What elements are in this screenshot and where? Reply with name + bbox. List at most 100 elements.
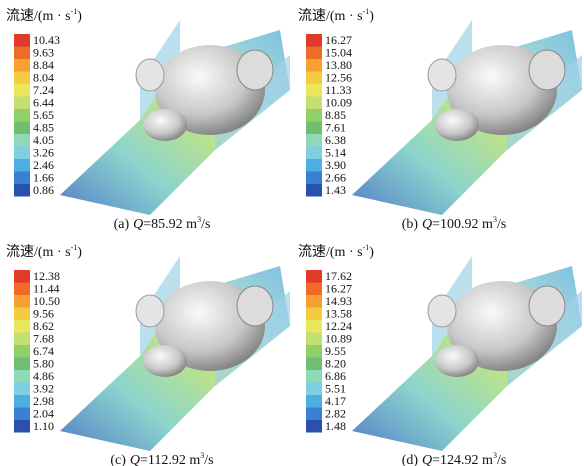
caption-unit: /s (204, 453, 213, 466)
caption-label: (c) (110, 453, 126, 466)
colorbar-swatch (306, 184, 322, 197)
legend-title: 流速/(m · s-1) (6, 243, 82, 260)
colorbar-swatch (306, 47, 322, 60)
colorbar-swatch (14, 184, 30, 197)
pipe (136, 59, 164, 91)
legend-title-end: ) (369, 245, 374, 260)
legend-title-sup: -1 (363, 7, 370, 16)
legend-title: 流速/(m · s-1) (298, 243, 374, 260)
pipe (529, 50, 565, 90)
colorbar-swatch (306, 295, 322, 308)
colorbar-swatch (14, 420, 30, 433)
colorbar-swatch (14, 370, 30, 383)
colorbar-swatch (14, 72, 30, 85)
legend-title-sup: -1 (71, 7, 78, 16)
colorbar-swatch (306, 283, 322, 296)
colorbar-swatch (14, 295, 30, 308)
colorbar-swatch (14, 172, 30, 185)
colorbar-swatch (14, 84, 30, 97)
legend-title: 流速/(m · s-1) (6, 7, 82, 24)
caption-label: (b) (402, 217, 419, 232)
flow-illustration (352, 256, 582, 451)
colorbar-swatch (306, 358, 322, 371)
colorbar-swatch (306, 333, 322, 346)
caption-value: =85.92 m (143, 217, 197, 232)
colorbar-label: 1.48 (325, 419, 346, 433)
flow-illustration (352, 20, 582, 215)
legend-title-sup: -1 (363, 243, 370, 252)
colorbar-swatch (306, 172, 322, 185)
colorbar-swatch (14, 97, 30, 110)
colorbar-swatch (306, 34, 322, 47)
caption-symbol: Q (133, 217, 143, 232)
colorbar-swatch (14, 47, 30, 60)
turbine-hub (143, 345, 187, 377)
colorbar-swatch (14, 408, 30, 421)
colorbar-swatch (14, 122, 30, 135)
caption-unit: /s (497, 453, 506, 466)
flow-illustration (60, 20, 290, 215)
colorbar-swatch (14, 308, 30, 321)
colorbar-label: 1.10 (33, 419, 54, 433)
caption-value: =100.92 m (432, 217, 493, 232)
colorbar-swatch (14, 159, 30, 172)
colorbar-swatch (306, 134, 322, 147)
panel: 流速/(m · s-1)10.439.638.848.047.246.445.6… (6, 7, 290, 232)
colorbar-swatch (306, 59, 322, 72)
colorbar-swatch (14, 283, 30, 296)
legend-title-text: 流速/(m · s (6, 8, 71, 24)
colorbar-swatch (14, 59, 30, 72)
pipe (428, 295, 456, 327)
colorbar-swatch (306, 159, 322, 172)
pipe (529, 286, 565, 326)
legend-title-text: 流速/(m · s (298, 8, 363, 24)
legend-title-end: ) (369, 9, 374, 24)
legend-title-end: ) (77, 9, 82, 24)
panel: 流速/(m · s-1)16.2715.0413.8012.5611.3310.… (298, 7, 582, 232)
colorbar-swatch (306, 395, 322, 408)
colorbar-swatch (14, 383, 30, 396)
flow-illustration (60, 256, 290, 451)
caption-value: =124.92 m (432, 453, 493, 466)
colorbar-swatch (306, 97, 322, 110)
colorbar-swatch (306, 345, 322, 358)
colorbar-swatch (306, 72, 322, 85)
legend-title: 流速/(m · s-1) (298, 7, 374, 24)
caption-symbol: Q (422, 217, 432, 232)
pipe (136, 295, 164, 327)
legend-title-text: 流速/(m · s (6, 244, 71, 260)
colorbar-swatch (14, 345, 30, 358)
colorbar-swatch (14, 395, 30, 408)
colorbar-swatch (306, 308, 322, 321)
caption: (b)Q=100.92 m3/s (402, 215, 507, 232)
colorbar-swatch (306, 84, 322, 97)
colorbar-swatch (14, 34, 30, 47)
colorbar-swatch (306, 270, 322, 283)
colorbar-swatch (14, 134, 30, 147)
caption: (d)Q=124.92 m3/s (402, 451, 507, 466)
caption-unit: /s (201, 217, 210, 232)
colorbar-swatch (306, 109, 322, 122)
colorbar-swatch (14, 270, 30, 283)
colorbar-label: 1.43 (325, 183, 346, 197)
turbine-hub (143, 109, 187, 141)
colorbar-swatch (14, 147, 30, 160)
caption-symbol: Q (422, 453, 432, 466)
caption-unit: /s (497, 217, 506, 232)
panel: 流速/(m · s-1)17.6216.2714.9313.5812.2410.… (298, 243, 582, 466)
turbine-hub (435, 345, 479, 377)
pipe (237, 50, 273, 90)
colorbar-swatch (306, 370, 322, 383)
colorbar-swatch (14, 109, 30, 122)
colorbar-swatch (306, 320, 322, 333)
colorbar-swatch (14, 333, 30, 346)
colorbar-swatch (306, 383, 322, 396)
caption-value: =112.92 m (140, 453, 200, 466)
figure: 流速/(m · s-1)10.439.638.848.047.246.445.6… (0, 0, 584, 466)
pipe (428, 59, 456, 91)
caption: (a)Q=85.92 m3/s (114, 215, 211, 232)
turbine-hub (435, 109, 479, 141)
caption-label: (d) (402, 453, 419, 466)
pipe (237, 286, 273, 326)
colorbar-swatch (306, 408, 322, 421)
